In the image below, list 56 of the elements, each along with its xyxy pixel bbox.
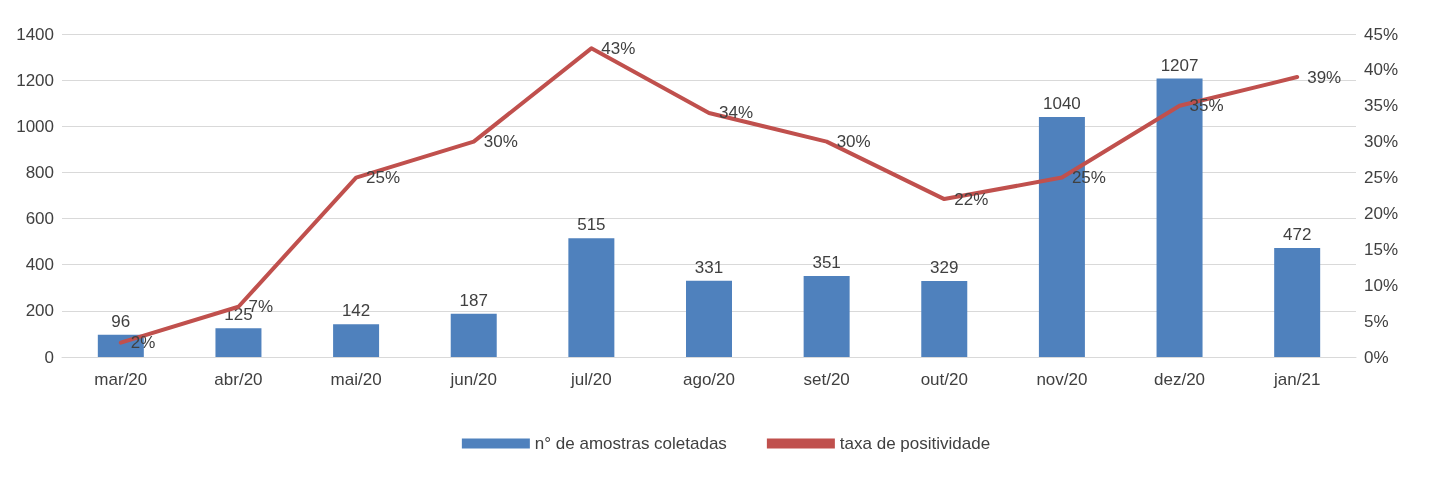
legend-label: n° de amostras coletadas <box>534 434 727 453</box>
y-tick-label: 1000 <box>16 116 54 136</box>
x-tick-label: jan/21 <box>1273 370 1321 389</box>
data-label: 1040 <box>1042 94 1081 114</box>
data-label: 34% <box>719 103 754 123</box>
data-label: 2% <box>130 333 156 353</box>
y2-tick-label: 0% <box>1364 347 1389 367</box>
data-label: 331 <box>694 257 724 277</box>
data-label: 96 <box>111 311 131 331</box>
bar <box>921 281 968 357</box>
bar <box>333 324 380 357</box>
y2-tick-label: 25% <box>1364 168 1399 188</box>
bar <box>215 328 262 357</box>
x-tick-label: jun/20 <box>449 370 497 389</box>
data-label: 472 <box>1282 225 1312 245</box>
y2-tick-label: 5% <box>1364 311 1389 331</box>
x-tick-label: nov/20 <box>1036 370 1088 389</box>
data-label: 43% <box>601 38 636 58</box>
data-label: 515 <box>577 215 606 235</box>
x-tick-label: abr/20 <box>214 370 263 389</box>
y2-tick-label: 10% <box>1364 275 1399 295</box>
x-tick-label: dez/20 <box>1154 370 1206 389</box>
data-label: 351 <box>812 253 841 273</box>
data-label: 329 <box>930 258 959 278</box>
data-label: 25% <box>366 168 401 188</box>
x-tick-label: out/20 <box>920 370 968 389</box>
bar <box>1274 248 1321 357</box>
y-tick-label: 0 <box>44 347 54 367</box>
x-tick-label: set/20 <box>803 370 850 389</box>
data-label: 142 <box>341 301 371 321</box>
x-tick-label: ago/20 <box>683 370 735 389</box>
bar <box>568 238 615 357</box>
y2-tick-label: 45% <box>1364 24 1399 44</box>
x-tick-label: mai/20 <box>330 370 382 389</box>
data-label: 30% <box>836 132 871 152</box>
y2-tick-label: 30% <box>1364 132 1399 152</box>
data-label: 187 <box>459 290 488 310</box>
data-label: 1207 <box>1160 55 1199 75</box>
y2-tick-label: 20% <box>1364 203 1399 223</box>
y2-tick-label: 15% <box>1364 239 1399 259</box>
bar <box>686 280 732 357</box>
y2-tick-label: 40% <box>1364 60 1399 80</box>
bar <box>450 313 497 357</box>
y-tick-label: 1400 <box>16 24 54 44</box>
y-tick-label: 600 <box>25 209 54 229</box>
x-tick-label: mar/20 <box>94 370 148 389</box>
x-tick-label: jul/20 <box>570 370 612 389</box>
data-label: 39% <box>1307 67 1342 87</box>
y-tick-label: 200 <box>25 301 54 321</box>
y-tick-label: 400 <box>25 255 54 275</box>
y-tick-label: 800 <box>25 162 54 182</box>
data-label: 30% <box>483 132 518 152</box>
bar <box>803 276 850 357</box>
y2-tick-label: 35% <box>1364 96 1399 116</box>
legend-label: taxa de positividade <box>839 434 991 453</box>
y-tick-label: 1200 <box>16 70 54 90</box>
